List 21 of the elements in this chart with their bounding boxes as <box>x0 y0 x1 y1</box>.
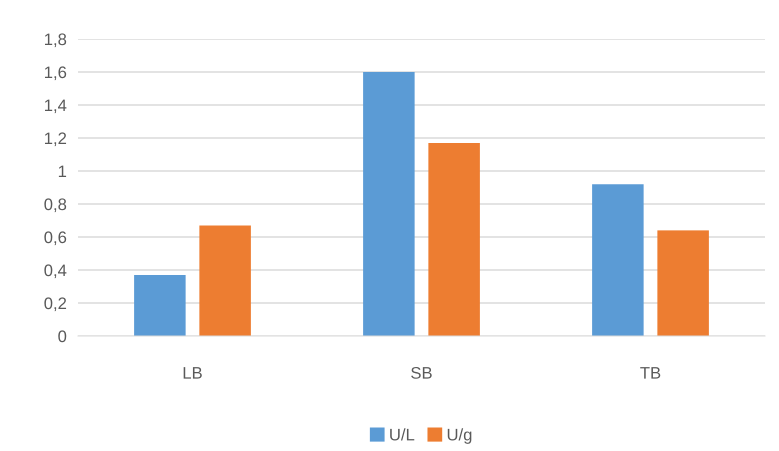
y-tick-label: 1,8 <box>44 33 66 48</box>
y-tick-label: 1 <box>58 166 66 178</box>
y-tick-label: 0,4 <box>44 264 66 278</box>
y-tick-label: 1,4 <box>44 100 66 114</box>
x-tick-label: TB <box>640 367 660 379</box>
legend-label: U/g <box>448 428 472 444</box>
y-tick-label: 0,8 <box>44 198 66 212</box>
y-tick-label: 0,6 <box>44 231 66 246</box>
bar <box>592 184 644 336</box>
bar <box>428 142 480 336</box>
bar <box>134 274 186 336</box>
y-tick-label: 0 <box>58 330 66 342</box>
x-tick-label: SB <box>411 366 432 379</box>
legend-label: U/L <box>390 428 414 441</box>
y-tick-label: 1,2 <box>44 132 66 146</box>
y-tick-label: 1,6 <box>44 66 66 80</box>
bar <box>363 72 415 336</box>
y-tick-label: 0,2 <box>44 297 66 312</box>
x-tick-label: LB <box>184 367 202 379</box>
bar <box>199 225 251 336</box>
bar <box>657 230 709 336</box>
